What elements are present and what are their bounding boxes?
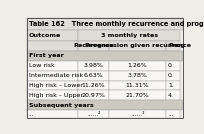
Bar [79,30,180,41]
Bar [79,61,109,71]
Text: Subsequent years: Subsequent years [29,103,93,108]
Bar [166,81,180,90]
Bar [109,81,166,90]
Bar [166,110,180,118]
Text: 20.97%: 20.97% [82,93,106,98]
Text: 3.78%: 3.78% [128,73,147,78]
Bar [27,51,183,61]
Bar [166,71,180,81]
Bar [27,81,79,90]
Bar [79,81,109,90]
Text: Progression given recurrence: Progression given recurrence [85,43,191,48]
Text: ...: ... [168,112,174,117]
Text: 3 monthly rates: 3 monthly rates [101,33,158,38]
Text: Prog: Prog [168,43,185,48]
Text: High risk – Upper: High risk – Upper [29,93,83,98]
Bar [27,110,79,118]
Text: Recurrence: Recurrence [73,43,114,48]
Text: 0.: 0. [168,63,174,68]
Text: 6.63%: 6.63% [84,73,103,78]
Text: 1.26%: 1.26% [128,63,147,68]
Text: ...: ... [29,112,34,117]
Bar [79,110,109,118]
Bar [166,90,180,100]
Text: Low risk: Low risk [29,63,54,68]
Bar [79,71,109,81]
Bar [166,41,180,51]
Bar [27,71,79,81]
Text: 1.: 1. [168,83,174,88]
Text: 11.26%: 11.26% [82,83,105,88]
Bar [166,61,180,71]
Bar [27,18,183,30]
Text: 4.: 4. [168,93,174,98]
Text: 0.: 0. [168,73,174,78]
Text: Intermediate risk: Intermediate risk [29,73,83,78]
Bar [79,90,109,100]
Text: 21.70%: 21.70% [126,93,150,98]
Bar [79,41,109,51]
Bar [109,110,166,118]
Text: Outcome: Outcome [29,33,61,38]
Text: ......²: ......² [131,112,144,117]
Bar [27,100,183,110]
Text: ......²: ......² [87,112,100,117]
Text: Table 162   Three monthly recurrence and progression risk a: Table 162 Three monthly recurrence and p… [29,21,204,27]
Bar [109,90,166,100]
Text: 11.31%: 11.31% [126,83,150,88]
Bar [109,61,166,71]
Bar [27,90,79,100]
Bar [27,30,79,41]
Text: First year: First year [29,53,63,58]
Bar [27,41,79,51]
Text: 3.98%: 3.98% [84,63,104,68]
Bar [109,71,166,81]
Text: High risk – Lower: High risk – Lower [29,83,83,88]
Bar [109,41,166,51]
Bar [27,61,79,71]
